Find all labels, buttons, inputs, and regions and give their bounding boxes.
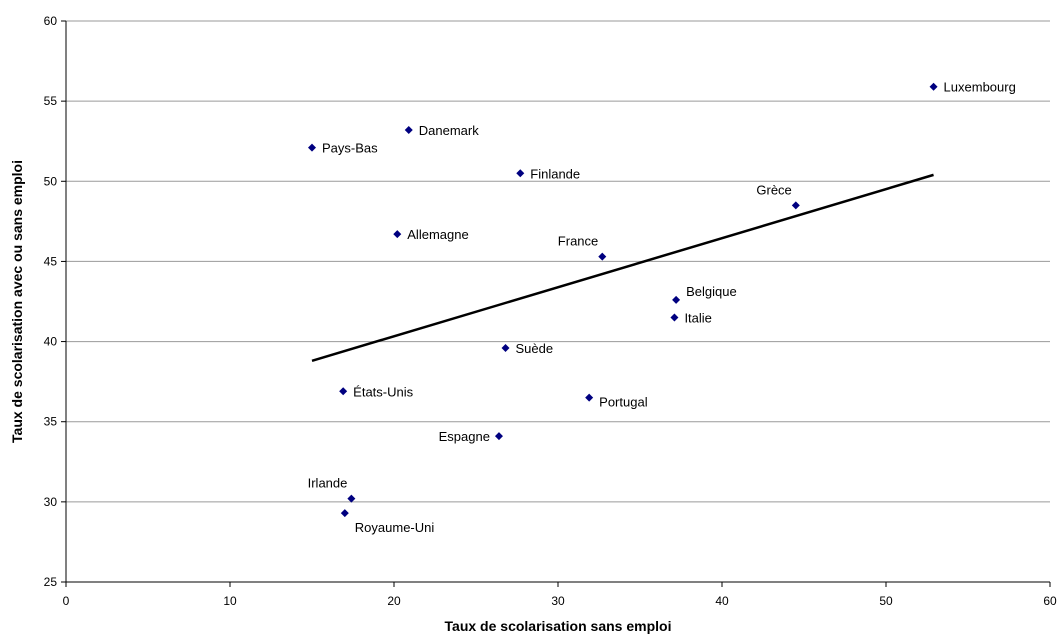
point-label: Belgique bbox=[686, 284, 737, 299]
data-point bbox=[791, 201, 800, 210]
x-tick-label: 20 bbox=[387, 594, 401, 608]
data-point bbox=[670, 313, 679, 322]
y-tick-label: 40 bbox=[44, 335, 58, 349]
point-label: Finlande bbox=[530, 166, 580, 181]
data-point bbox=[516, 169, 525, 178]
x-tick-label: 0 bbox=[63, 594, 70, 608]
point-label: Irlande bbox=[308, 476, 348, 491]
data-point bbox=[598, 252, 607, 261]
y-tick-label: 45 bbox=[44, 254, 58, 268]
data-point bbox=[393, 230, 402, 239]
point-labels: Luxembourg Danemark Pays-Bas Finlande Grèce A… bbox=[308, 80, 1016, 535]
x-tick-label: 40 bbox=[715, 594, 729, 608]
x-tick-label: 60 bbox=[1043, 594, 1057, 608]
tick-labels: 25 30 35 40 45 50 55 60 0 10 20 30 40 50 60 bbox=[44, 14, 1057, 608]
point-label: Danemark bbox=[419, 123, 479, 138]
y-tick-label: 30 bbox=[44, 495, 58, 509]
axes bbox=[61, 20, 1051, 587]
point-label: Allemagne bbox=[407, 227, 468, 242]
point-label: Royaume-Uni bbox=[355, 520, 435, 535]
y-tick-label: 35 bbox=[44, 415, 58, 429]
data-point bbox=[308, 143, 316, 152]
point-label: Pays-Bas bbox=[322, 141, 378, 156]
data-points bbox=[308, 82, 938, 518]
y-tick-label: 60 bbox=[44, 14, 58, 28]
data-point bbox=[585, 393, 594, 402]
point-label: France bbox=[558, 234, 598, 249]
y-axis-title: Taux de scolarisation avec ou sans emplo… bbox=[9, 160, 25, 443]
point-label: Italie bbox=[684, 311, 711, 326]
y-tick-label: 25 bbox=[44, 575, 58, 589]
point-label: Portugal bbox=[599, 395, 648, 410]
y-tick-label: 55 bbox=[44, 94, 58, 108]
data-point bbox=[929, 82, 938, 91]
gridlines bbox=[66, 20, 1050, 503]
trendline-layer bbox=[311, 173, 934, 363]
point-label: Espagne bbox=[439, 429, 490, 444]
point-label: Grèce bbox=[756, 182, 791, 197]
data-point bbox=[501, 343, 510, 352]
data-point bbox=[672, 295, 681, 304]
data-point bbox=[404, 125, 413, 134]
x-axis-title: Taux de scolarisation sans emploi bbox=[445, 618, 672, 634]
data-point bbox=[494, 432, 503, 441]
trendline bbox=[311, 173, 934, 363]
point-label: Suède bbox=[516, 341, 554, 356]
y-tick-label: 50 bbox=[44, 174, 58, 188]
point-label: États-Unis bbox=[353, 384, 413, 399]
data-point bbox=[339, 387, 348, 396]
data-point bbox=[347, 494, 356, 503]
x-tick-label: 50 bbox=[879, 594, 893, 608]
x-tick-label: 10 bbox=[223, 594, 237, 608]
x-tick-label: 30 bbox=[551, 594, 565, 608]
data-point bbox=[340, 509, 349, 518]
point-label: Luxembourg bbox=[944, 80, 1016, 95]
